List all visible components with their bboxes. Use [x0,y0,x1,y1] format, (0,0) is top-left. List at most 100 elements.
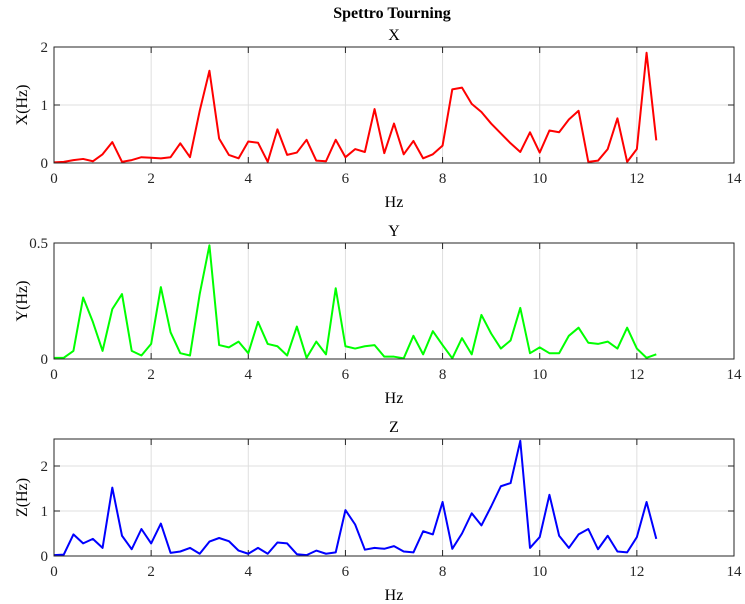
data-point: 8.6, 1.02 [471,103,472,104]
data-point: 3.6, 0.05 [228,347,229,348]
data-point: 6.2, 0.7 [355,524,356,525]
data-point: 0.8, 0.38 [92,538,93,539]
data-point: 1.0, 0.18 [102,547,103,548]
data-point: 9.8, 0.025 [530,353,531,354]
data-point: 12.0, 0.045 [636,348,637,349]
data-point: 6.0, 0.055 [345,346,346,347]
data-point: 0.2, 0.02 [63,161,64,162]
data-point: 11.6, 0.045 [617,348,618,349]
data-point: 10.0, 0.42 [539,537,540,538]
data-point: 3.0, 0.05 [199,553,200,554]
data-point: 8.6, 0.02 [471,354,472,355]
data-point: 7.0, 0.01 [394,356,395,357]
x-axis-label: Hz [385,194,404,211]
data-point: 7.4, 0.08 [413,552,414,553]
x-tick-label: 10 [532,367,547,383]
data-point: 7.8, 0.12 [432,331,433,332]
data-point: 3.8, 0.075 [238,341,239,342]
subplot-title: X [388,27,400,44]
data-point: 5.2, 0.005 [306,357,307,358]
data-point: 5.4, 0.12 [316,550,317,551]
data-point: 8.8, 0.88 [481,111,482,112]
axes-box [53,242,735,360]
data-point: 7.4, 0.38 [413,140,414,141]
x-tick-label: 2 [147,171,155,187]
y-tick-label: 1 [41,98,49,114]
plot-area [54,439,734,556]
x-tick-label: 6 [342,171,350,187]
data-point: 6.6, 0.18 [374,547,375,548]
x-tick-label: 8 [439,564,447,580]
data-point: 2.0, 0.09 [151,157,152,158]
data-point: 2.0, 0.28 [151,543,152,544]
data-point: 6.2, 0.24 [355,149,356,150]
x-tick-label: 6 [342,564,350,580]
y-tick-label: 1 [41,504,49,520]
data-point: 7.6, 0.08 [423,158,424,159]
axes-box [53,46,735,164]
data-point: 2.8, 0.1 [190,157,191,158]
subplot-title: Y [388,223,400,240]
data-point: 3.2, 0.49 [209,245,210,246]
data-point: 3.4, 0.42 [219,138,220,139]
data-point: 2.8, 0.18 [190,547,191,548]
data-point: 0.2, 0.005 [63,357,64,358]
figure-title: Spettro Tourning [333,5,451,22]
y-tick-label: 0 [41,549,49,565]
data-point: 9.0, 0.68 [491,123,492,124]
data-point: 0.4, 0.035 [73,350,74,351]
data-point: 0.6, 0.07 [83,158,84,159]
data-point: 10.2, 0.56 [549,130,550,131]
data-point: 7.2, 0.15 [403,154,404,155]
x-tick-label: 8 [439,367,447,383]
data-point: 4.0, 0.05 [248,553,249,554]
x-tick-label: 12 [629,171,644,187]
data-point: 10.6, 0.18 [568,547,569,548]
data-point: 8.6, 0.95 [471,513,472,514]
data-point: 9.2, 0.045 [500,348,501,349]
data-point: 5.8, 0.305 [335,288,336,289]
x-tick-label: 14 [727,367,743,383]
data-point: 3.0, 0.9 [199,110,200,111]
data-point: 9.8, 0.18 [530,547,531,548]
data-point: 11.4, 0.24 [607,149,608,150]
data-point: 4.4, 0.05 [267,553,268,554]
subplot-title: Z [389,419,399,436]
data-point: 10.8, 0.9 [578,110,579,111]
data-point: 5.6, 0.02 [326,354,327,355]
data-point: 4.4, 0.065 [267,343,268,344]
data-point: 9.8, 0.53 [530,132,531,133]
x-tick-label: 4 [245,171,253,187]
data-point: 1.8, 0.1 [141,157,142,158]
data-point: 11.2, 0.065 [598,343,599,344]
data-point: 10.6, 0.1 [568,335,569,336]
x-tick-label: 12 [629,367,644,383]
data-point: 3.4, 0.06 [219,345,220,346]
data-point: 2.2, 0.72 [160,523,161,524]
data-point: 12.4, 0.39 [656,140,657,141]
data-point: 2.6, 0.025 [180,353,181,354]
subplot-z: 0 2 4 6 8 10 12 140120.0, 0.020.2, 0.030.4, 0.4… [14,419,742,604]
data-point: 0.8, 0.16 [92,321,93,322]
data-point: 1.8, 0.015 [141,355,142,356]
data-point: 3.4, 0.4 [219,538,220,539]
data-point: 4.0, 0.025 [248,353,249,354]
data-point: 10.4, 0.45 [559,535,560,536]
data-point: 10.8, 0.135 [578,327,579,328]
data-point: 3.8, 0.08 [238,158,239,159]
data-point: 12.2, 1.2 [646,502,647,503]
y-tick-label: 2 [41,459,49,475]
data-point: 3.6, 0.33 [228,541,229,542]
data-point: 8.4, 0.09 [462,338,463,339]
data-point: 11.8, 0.02 [627,161,628,162]
x-tick-label: 0 [50,171,58,187]
data-point: 5.6, 0.05 [326,553,327,554]
data-point: 8.4, 0.5 [462,533,463,534]
data-point: 5.4, 0.04 [316,160,317,161]
data-point: 5.6, 0.03 [326,161,327,162]
data-point: 9.0, 1.1 [491,506,492,507]
data-point: 2.6, 0.34 [180,143,181,144]
data-point: 6.6, 0.93 [374,109,375,110]
y-axis-label: Y(Hz) [14,281,31,322]
axes-box [53,438,735,557]
